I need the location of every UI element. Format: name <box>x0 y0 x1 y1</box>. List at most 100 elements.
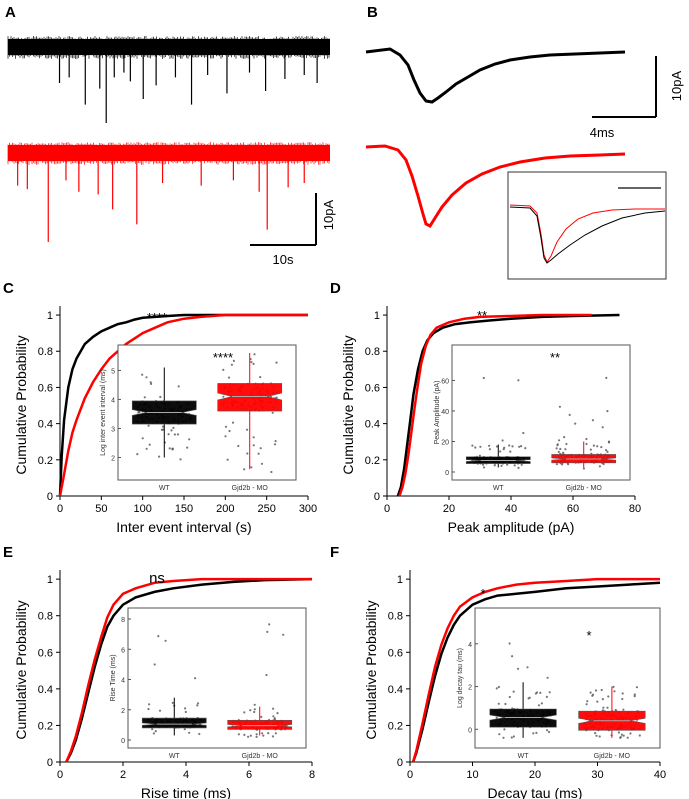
inset-data-point <box>194 677 197 680</box>
panel-a: A 10pA 10s <box>5 4 336 267</box>
inset-data-point <box>474 446 477 449</box>
inset-y-tick-label: 60 <box>441 378 449 385</box>
inset-data-point <box>520 445 523 448</box>
inset-data-point <box>162 425 165 428</box>
inset-data-point <box>600 688 603 692</box>
inset-data-point <box>508 642 511 645</box>
inset-y-tick-label: 0 <box>121 738 125 745</box>
x-tick-label: 4 <box>183 769 189 781</box>
inset-data-point <box>198 732 201 736</box>
inset-data-point <box>274 732 277 735</box>
inset-data-point <box>546 676 549 679</box>
inset-data-point <box>255 733 258 736</box>
inset-data-point <box>157 635 160 638</box>
inset-data-point <box>633 695 636 698</box>
inset-data-point <box>563 436 566 439</box>
inset-data-point <box>564 448 567 451</box>
inset-data-point <box>261 732 264 735</box>
y-tick-label: 0.4 <box>38 684 53 696</box>
scalebar-b-y-label: 10pA <box>669 70 684 101</box>
x-tick-label: 200 <box>216 503 234 515</box>
y-tick-label: 0.2 <box>388 720 403 732</box>
cdf-line-wt <box>411 581 661 763</box>
inset-y-tick-label: 2 <box>121 708 125 715</box>
inset-data-point <box>252 436 255 439</box>
panel-a-label: A <box>5 4 16 21</box>
inset-data-point <box>540 702 544 705</box>
inset-data-point <box>633 693 636 696</box>
cdf-line-mo <box>65 577 312 763</box>
inset-data-point <box>246 428 249 431</box>
inset-y-tick-label: 4 <box>111 397 115 404</box>
inset-data-point <box>622 734 625 737</box>
inset-data-point <box>184 707 187 710</box>
inset-data-point <box>141 437 144 440</box>
inset-data-point <box>548 691 551 694</box>
inset-y-tick-label: 40 <box>441 409 449 416</box>
x-tick-label: 0 <box>384 503 390 515</box>
inset-category-label: Gjd2b - MO <box>566 485 603 492</box>
inset-y-tick-label: 6 <box>121 647 125 654</box>
inset-data-point <box>158 455 161 458</box>
inset-data-point <box>617 731 621 734</box>
inset-data-point <box>482 466 486 469</box>
inset-data-point <box>250 361 253 364</box>
inset-data-point <box>147 424 150 427</box>
inset-data-point <box>267 732 270 735</box>
y-tick-label: 0.8 <box>38 346 53 358</box>
inset-frame <box>117 344 297 481</box>
inset-data-point <box>622 708 625 711</box>
y-axis-title: Cumulative Probability <box>13 600 29 739</box>
inset-data-point <box>606 410 609 413</box>
inset-data-point <box>276 712 279 715</box>
inset-data-point <box>513 464 516 467</box>
inset-data-point <box>143 396 146 399</box>
inset-data-point <box>226 458 229 461</box>
inset-data-point <box>188 438 191 441</box>
inset-data-point <box>532 732 535 735</box>
inset-data-point <box>545 695 549 699</box>
scalebar-b-x-label: 4ms <box>590 125 615 140</box>
y-tick-label: 0.2 <box>38 455 53 467</box>
inset-data-point <box>196 704 199 707</box>
y-tick-label: 1 <box>374 310 380 322</box>
x-tick-label: 20 <box>443 503 455 515</box>
overlay-inset-box <box>507 171 667 280</box>
inset-data-point <box>596 445 599 448</box>
inset-data-point <box>524 447 527 450</box>
inset-data-point <box>253 708 256 711</box>
inset-data-point <box>607 695 610 698</box>
inset-data-point <box>598 735 601 738</box>
inset-data-point <box>479 445 482 448</box>
inset-data-point <box>252 362 255 365</box>
inset-data-point <box>471 444 474 447</box>
inset-data-point <box>605 376 608 379</box>
inset-data-point <box>183 728 186 731</box>
inset-data-point <box>555 447 558 450</box>
y-axis-title: Cumulative Probability <box>363 600 379 739</box>
inset-data-point <box>504 702 507 706</box>
inset-data-point <box>591 694 594 697</box>
inset-data-point <box>493 464 496 467</box>
y-tick-label: 0.4 <box>38 419 53 431</box>
inset-data-point <box>168 447 171 450</box>
inset-data-point <box>506 463 509 466</box>
inset-data-point <box>243 468 246 471</box>
inset-data-point <box>510 655 514 658</box>
avg-trace-wt <box>365 47 626 104</box>
inset-data-point <box>243 711 246 714</box>
inset-data-point <box>154 730 157 733</box>
panel-d-label: D <box>330 280 341 297</box>
inset-data-point <box>145 376 148 379</box>
inset-data-point <box>626 736 629 739</box>
y-tick-label: 0.6 <box>38 647 53 659</box>
inset-data-point <box>546 729 549 732</box>
x-tick-label: 250 <box>257 503 275 515</box>
inset-data-point <box>621 697 624 701</box>
inset-data-point <box>255 735 258 739</box>
overlay-trace-mo <box>509 204 665 264</box>
inset-y-tick-label: 0 <box>468 727 472 734</box>
x-tick-label: 50 <box>95 503 107 515</box>
